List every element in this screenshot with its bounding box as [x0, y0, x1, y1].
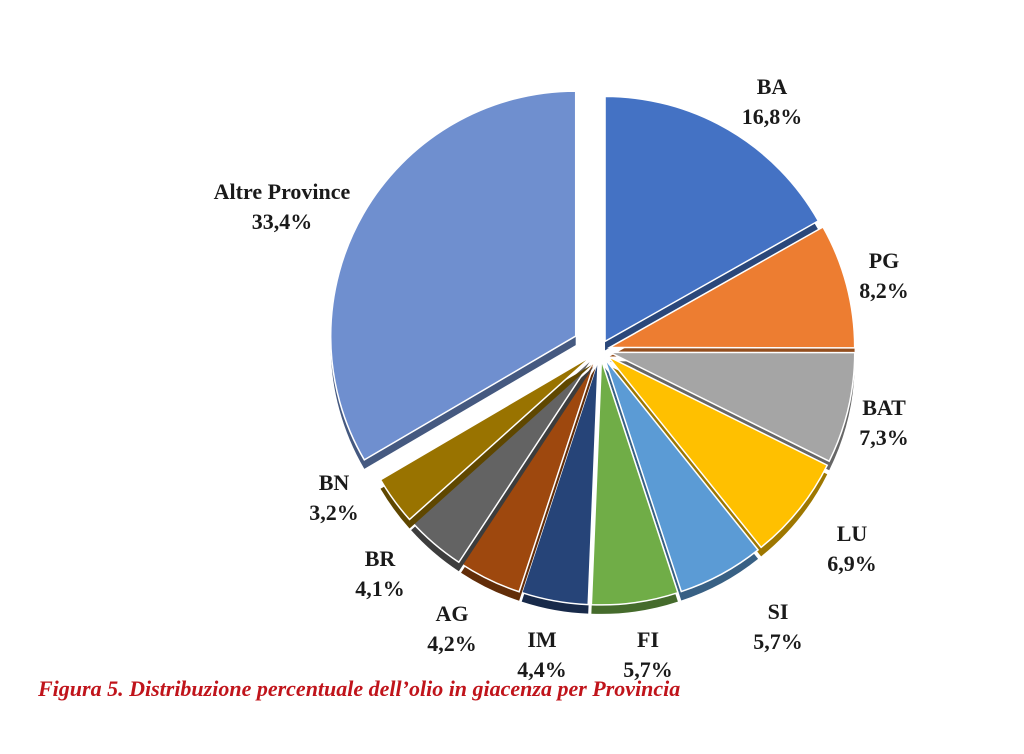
label-pg-value: 8,2% — [859, 278, 909, 303]
label-ba: BA 16,8% — [742, 74, 803, 129]
label-fi: FI 5,7% — [623, 627, 673, 682]
label-br-category: BR — [365, 546, 397, 571]
label-im-category: IM — [527, 627, 557, 652]
label-altre-province: Altre Province 33,4% — [214, 179, 351, 234]
label-ba-value: 16,8% — [742, 104, 803, 129]
label-bn-category: BN — [319, 470, 350, 495]
label-si-category: SI — [768, 599, 789, 624]
label-lu-value: 6,9% — [827, 551, 877, 576]
slice-bn-face — [379, 355, 593, 521]
label-br-value: 4,1% — [355, 576, 405, 601]
slice-ba-face — [604, 95, 820, 343]
label-ag: AG 4,2% — [427, 601, 477, 656]
slice-lu-face — [607, 355, 829, 549]
label-pg-category: PG — [869, 248, 900, 273]
slice-altre-province — [329, 90, 577, 469]
slice-fi — [590, 359, 679, 614]
label-bat: BAT 7,3% — [859, 395, 909, 450]
slice-bn — [379, 355, 593, 529]
slice-ba — [604, 95, 820, 351]
slice-si-face — [604, 358, 760, 593]
label-pg: PG 8,2% — [859, 248, 909, 303]
slice-fi-face — [590, 359, 679, 606]
slice-si — [604, 358, 760, 601]
label-ag-category: AG — [436, 601, 469, 626]
slices-layer — [329, 90, 856, 614]
slice-lu — [607, 355, 829, 557]
slice-altre-province-face — [329, 90, 577, 461]
label-br: BR 4,1% — [355, 546, 405, 601]
labels-layer: BA 16,8% PG 8,2% BAT 7,3% LU 6,9% SI 5,7% FI 5,7% IM… — [214, 74, 909, 682]
label-im: IM 4,4% — [517, 627, 567, 682]
label-im-value: 4,4% — [517, 657, 567, 682]
label-si-value: 5,7% — [753, 629, 803, 654]
label-bn-value: 3,2% — [309, 500, 359, 525]
slice-pg — [606, 225, 856, 357]
label-bat-value: 7,3% — [859, 425, 909, 450]
label-lu-category: LU — [837, 521, 868, 546]
figure-caption: Figura 5. Distribuzione percentuale dell… — [38, 676, 681, 701]
pie-chart-svg: BA 16,8% PG 8,2% BAT 7,3% LU 6,9% SI 5,7% FI 5,7% IM… — [214, 74, 909, 682]
label-ba-category: BA — [757, 74, 788, 99]
label-bat-category: BAT — [862, 395, 906, 420]
label-lu: LU 6,9% — [827, 521, 877, 576]
label-fi-value: 5,7% — [623, 657, 673, 682]
label-altre-province-value: 33,4% — [252, 209, 313, 234]
slice-bat-face — [609, 351, 856, 463]
label-si: SI 5,7% — [753, 599, 803, 654]
label-bn: BN 3,2% — [309, 470, 359, 525]
pie-chart: BA 16,8% PG 8,2% BAT 7,3% LU 6,9% SI 5,7% FI 5,7% IM… — [214, 74, 909, 682]
slice-pg-face — [606, 225, 856, 349]
label-ag-value: 4,2% — [427, 631, 477, 656]
label-fi-category: FI — [637, 627, 659, 652]
label-altre-province-category: Altre Province — [214, 179, 351, 204]
